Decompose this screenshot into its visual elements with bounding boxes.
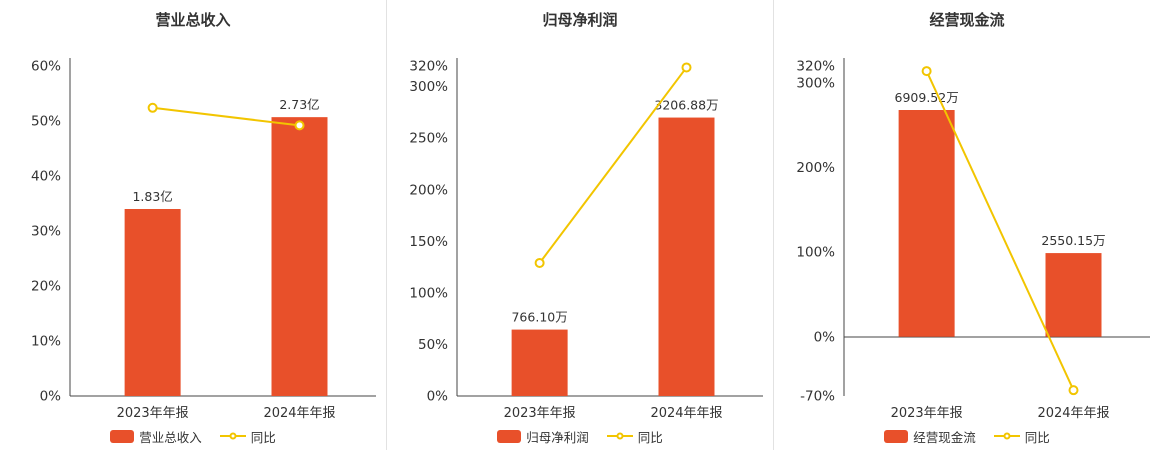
legend-item-cash-flow-bar[interactable]: 经营现金流 (884, 427, 976, 446)
svg-text:6909.52万: 6909.52万 (895, 90, 959, 105)
svg-text:2024年年报: 2024年年报 (650, 406, 722, 421)
svg-text:50%: 50% (418, 337, 448, 353)
svg-text:1.83亿: 1.83亿 (132, 189, 172, 204)
svg-text:2.73亿: 2.73亿 (279, 97, 319, 112)
legend-bar-label: 归母净利润 (526, 429, 589, 445)
svg-text:40%: 40% (31, 169, 61, 185)
svg-text:2024年年报: 2024年年报 (1037, 406, 1109, 421)
svg-text:200%: 200% (409, 182, 448, 198)
svg-text:0%: 0% (814, 329, 836, 345)
legend-line-label: 同比 (250, 429, 276, 445)
legend-line-label: 同比 (1024, 429, 1050, 445)
chart-title-revenue: 营业总收入 (155, 11, 231, 29)
svg-text:150%: 150% (409, 234, 448, 250)
legend-line-label: 同比 (637, 429, 663, 445)
svg-text:20%: 20% (31, 279, 61, 295)
svg-text:300%: 300% (796, 75, 835, 91)
svg-text:2023年年报: 2023年年报 (117, 406, 189, 421)
revenue-bar-line-chart: 60% 50% 40% 30% 20% 10% 0% 2023年年报 1.83亿 2024年年报 2… (31, 58, 376, 421)
svg-text:2550.15万: 2550.15万 (1041, 233, 1105, 248)
svg-text:2024年年报: 2024年年报 (263, 406, 335, 421)
legend-item-revenue-bar[interactable]: 营业总收入 (110, 427, 202, 446)
bar-swatch-icon (110, 429, 135, 443)
net-profit-legend: 归母净利润 同比 (387, 426, 773, 446)
cash-flow-legend: 经营现金流 同比 (774, 426, 1160, 446)
svg-text:300%: 300% (409, 79, 448, 95)
svg-text:0%: 0% (40, 389, 62, 405)
legend-item-net-profit-bar[interactable]: 归母净利润 (497, 427, 589, 446)
panel-operating-revenue: 营业总收入 60% 50% 40% 30% 20% 10% 0% 2023年年报 1.83亿 20… (0, 0, 386, 450)
svg-text:60%: 60% (31, 59, 61, 75)
legend-bar-label: 营业总收入 (139, 429, 202, 445)
svg-text:2023年年报: 2023年年报 (504, 406, 576, 421)
chart-title-net-profit: 归母净利润 (542, 11, 618, 29)
svg-text:100%: 100% (796, 245, 835, 261)
svg-text:0%: 0% (427, 389, 449, 405)
legend-item-cash-flow-yoy[interactable]: 同比 (993, 427, 1050, 446)
net-profit-bar-line-chart: 320% 300% 250% 200% 150% 100% 50% 0% 2023年年报 766.… (409, 58, 763, 421)
svg-text:100%: 100% (409, 285, 448, 301)
svg-text:766.10万: 766.10万 (511, 310, 567, 325)
svg-text:2023年年报: 2023年年报 (891, 406, 963, 421)
cash-flow-bar-line-chart: 320%300% 200% 100% 0% -70% 2023年年报 6909.52万 202… (796, 58, 1150, 421)
svg-text:3206.88万: 3206.88万 (654, 98, 718, 113)
svg-text:50%: 50% (31, 114, 61, 130)
svg-text:320%: 320% (796, 59, 835, 75)
legend-item-net-profit-yoy[interactable]: 同比 (606, 427, 663, 446)
line-marker-icon (219, 430, 246, 442)
svg-text:10%: 10% (31, 334, 61, 350)
chart-title-cash-flow: 经营现金流 (929, 11, 1005, 29)
line-marker-icon (606, 430, 633, 442)
panel-net-profit: 归母净利润 320% 300% 250% 200% 150% 100% 50% 0% 2023年… (386, 0, 773, 450)
bar-swatch-icon (884, 429, 909, 443)
svg-text:320%: 320% (409, 59, 448, 75)
svg-text:30%: 30% (31, 224, 61, 240)
svg-text:-70%: -70% (800, 389, 835, 405)
legend-item-revenue-yoy[interactable]: 同比 (219, 427, 276, 446)
line-marker-icon (993, 430, 1020, 442)
svg-text:200%: 200% (796, 160, 835, 176)
svg-text:250%: 250% (409, 131, 448, 147)
revenue-legend: 营业总收入 同比 (0, 426, 386, 446)
legend-bar-label: 经营现金流 (913, 429, 976, 445)
panel-operating-cash-flow: 经营现金流 320% 300% 200% 100% 0% -70% 2023年年报 6909.… (773, 0, 1160, 450)
bar-swatch-icon (497, 429, 522, 443)
